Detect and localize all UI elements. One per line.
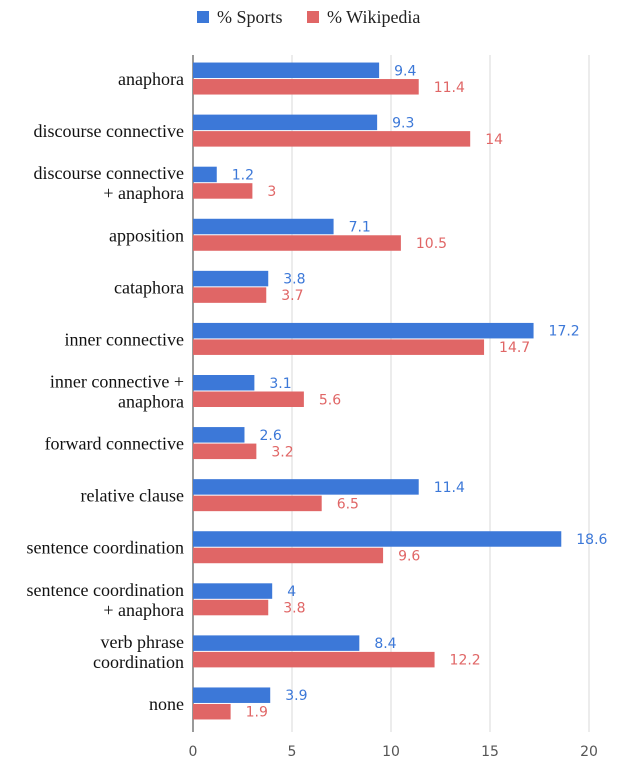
bar-1-12 bbox=[193, 703, 231, 720]
category-label-line: cataphora bbox=[114, 277, 184, 297]
value-label-1-1: 14 bbox=[485, 132, 503, 148]
category-label-3: apposition bbox=[109, 225, 184, 245]
value-label-1-9: 9.6 bbox=[398, 548, 420, 564]
value-label-0-11: 8.4 bbox=[374, 636, 396, 652]
category-label-6: inner connective + anaphora bbox=[50, 372, 184, 412]
bar-0-6 bbox=[193, 375, 255, 391]
category-label-4: cataphora bbox=[114, 277, 184, 297]
bar-1-3 bbox=[193, 235, 401, 251]
value-label-0-8: 11.4 bbox=[434, 480, 465, 496]
value-label-0-5: 17.2 bbox=[549, 324, 580, 340]
value-label-0-9: 18.6 bbox=[576, 532, 607, 548]
category-label-line: none bbox=[149, 694, 184, 714]
bar-0-1 bbox=[193, 114, 378, 131]
bar-1-9 bbox=[193, 547, 384, 564]
value-label-0-1: 9.3 bbox=[392, 115, 414, 131]
chart-legend: % Sports % Wikipedia bbox=[197, 7, 420, 27]
value-label-1-10: 3.8 bbox=[283, 601, 305, 617]
category-label-9: sentence coordination bbox=[27, 538, 184, 558]
category-label-line: relative clause bbox=[81, 486, 184, 506]
bar-1-8 bbox=[193, 495, 322, 512]
category-label-line: inner connective bbox=[65, 329, 184, 349]
legend-label-0: % Sports bbox=[217, 7, 283, 27]
category-label-11: verb phrase coordination bbox=[93, 632, 184, 672]
value-labels: 9.4 9.3 1.2 7.1 3.8 17.2 3.1 2.6 11.4 18.6 4 8.4 3.9… bbox=[232, 63, 608, 720]
bar-1-4 bbox=[193, 287, 267, 303]
category-label-line: discourse connective bbox=[34, 121, 184, 141]
bar-1-0 bbox=[193, 79, 419, 95]
bar-1-6 bbox=[193, 391, 304, 407]
bar-series bbox=[193, 62, 562, 720]
bar-1-7 bbox=[193, 443, 257, 460]
category-label-line: anaphora bbox=[118, 392, 184, 412]
category-label-line: discourse connective bbox=[34, 163, 184, 183]
value-label-0-12: 3.9 bbox=[285, 688, 307, 704]
category-label-line: sentence coordination bbox=[27, 580, 184, 600]
category-label-7: forward connective bbox=[45, 434, 184, 454]
value-label-0-4: 3.8 bbox=[283, 272, 305, 288]
x-tick-label-2: 10 bbox=[382, 744, 400, 760]
value-label-1-6: 5.6 bbox=[319, 392, 341, 408]
value-label-0-6: 3.1 bbox=[269, 376, 291, 392]
x-axis-ticks: 0 5 10 15 20 bbox=[189, 744, 598, 760]
bar-0-5 bbox=[193, 322, 534, 339]
bar-0-4 bbox=[193, 270, 269, 287]
value-label-0-7: 2.6 bbox=[259, 428, 281, 444]
value-label-1-5: 14.7 bbox=[499, 340, 530, 356]
category-label-line: verb phrase bbox=[101, 632, 184, 652]
category-label-10: sentence coordination + anaphora bbox=[27, 580, 184, 620]
bar-1-5 bbox=[193, 339, 485, 355]
bar-1-2 bbox=[193, 183, 253, 199]
x-tick-label-0: 0 bbox=[189, 744, 198, 760]
category-label-line: coordination bbox=[93, 652, 184, 672]
value-label-1-4: 3.7 bbox=[281, 288, 303, 304]
category-label-line: anaphora bbox=[118, 69, 184, 89]
bar-1-10 bbox=[193, 599, 269, 616]
category-label-5: inner connective bbox=[65, 329, 184, 349]
value-label-1-0: 11.4 bbox=[434, 80, 465, 96]
bar-0-2 bbox=[193, 166, 217, 183]
bar-0-3 bbox=[193, 218, 334, 235]
value-label-1-2: 3 bbox=[267, 184, 276, 200]
category-label-line: + anaphora bbox=[103, 183, 184, 203]
category-label-line: + anaphora bbox=[103, 600, 184, 620]
category-label-8: relative clause bbox=[81, 486, 184, 506]
x-tick-label-1: 5 bbox=[288, 744, 297, 760]
value-label-0-0: 9.4 bbox=[394, 63, 416, 79]
value-label-1-12: 1.9 bbox=[246, 705, 268, 721]
x-tick-label-3: 15 bbox=[481, 744, 499, 760]
value-label-0-10: 4 bbox=[287, 584, 296, 600]
bar-0-12 bbox=[193, 687, 271, 703]
category-label-1: discourse connective bbox=[34, 121, 184, 141]
category-label-2: discourse connective + anaphora bbox=[34, 163, 184, 203]
bar-0-7 bbox=[193, 427, 245, 443]
value-label-1-11: 12.2 bbox=[450, 653, 481, 669]
category-label-line: apposition bbox=[109, 225, 184, 245]
bar-0-9 bbox=[193, 531, 562, 547]
bar-0-10 bbox=[193, 583, 273, 599]
value-label-0-3: 7.1 bbox=[349, 220, 371, 236]
category-label-line: inner connective + bbox=[50, 372, 184, 392]
bar-0-0 bbox=[193, 62, 380, 79]
category-label-12: none bbox=[149, 694, 184, 714]
category-label-line: sentence coordination bbox=[27, 538, 184, 558]
bar-0-8 bbox=[193, 479, 419, 495]
category-label-line: forward connective bbox=[45, 434, 184, 454]
legend-swatch-1 bbox=[307, 11, 319, 23]
legend-swatch-0 bbox=[197, 11, 209, 23]
bar-0-11 bbox=[193, 635, 360, 651]
value-label-0-2: 1.2 bbox=[232, 167, 254, 183]
value-label-1-3: 10.5 bbox=[416, 236, 447, 252]
value-label-1-8: 6.5 bbox=[337, 496, 359, 512]
bar-1-11 bbox=[193, 651, 435, 668]
x-tick-label-4: 20 bbox=[580, 744, 598, 760]
legend-label-1: % Wikipedia bbox=[327, 7, 420, 27]
value-label-1-7: 3.2 bbox=[271, 444, 293, 460]
gridlines bbox=[192, 55, 590, 732]
bar-1-1 bbox=[193, 131, 471, 147]
category-label-0: anaphora bbox=[118, 69, 184, 89]
